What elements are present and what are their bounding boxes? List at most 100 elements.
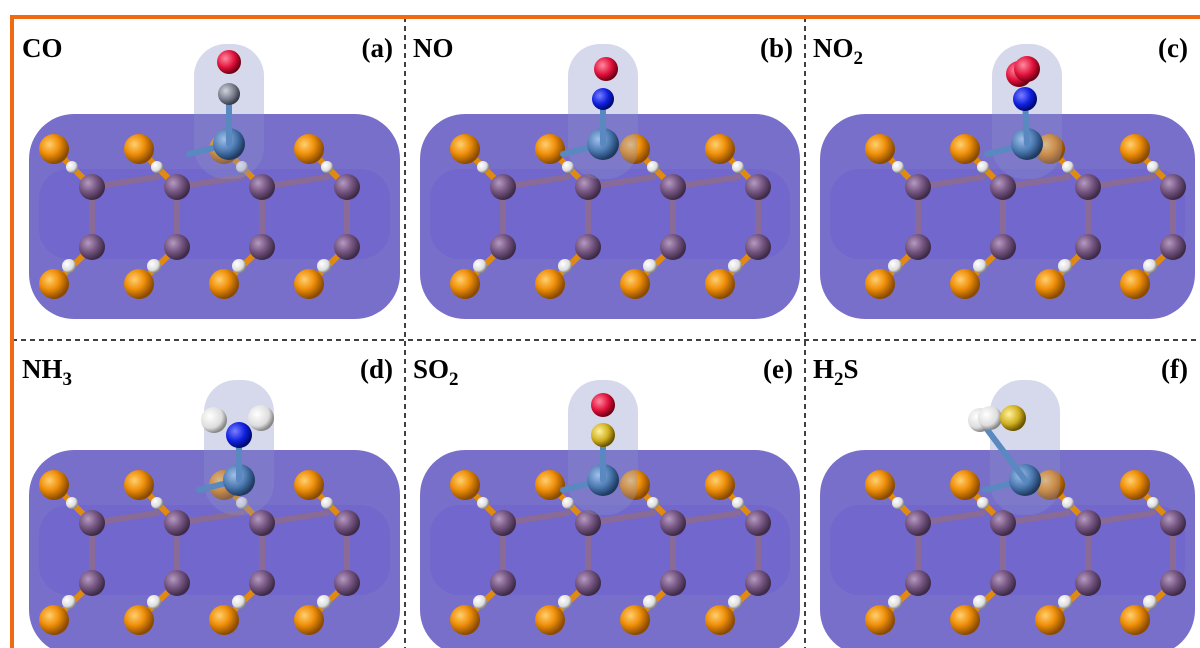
atom — [888, 595, 902, 609]
atom — [1160, 174, 1186, 200]
atom — [660, 510, 686, 536]
formula-text: CO — [22, 33, 63, 63]
atom — [660, 174, 686, 200]
panel-formula: NO — [413, 33, 454, 63]
atom — [334, 570, 360, 596]
atom — [575, 234, 601, 260]
structure — [420, 380, 800, 648]
atom — [473, 595, 487, 609]
formula-text: H — [813, 354, 834, 384]
atom — [232, 259, 246, 273]
atom — [62, 595, 76, 609]
atom — [1035, 269, 1065, 299]
panel-tag: (f) — [1161, 354, 1188, 384]
atom — [705, 134, 735, 164]
atom — [1075, 510, 1101, 536]
atom — [490, 174, 516, 200]
atom — [591, 423, 615, 447]
panel-tag: (b) — [760, 33, 793, 63]
structure — [820, 380, 1195, 648]
atom — [865, 605, 895, 635]
atom — [558, 259, 572, 273]
structure — [420, 44, 800, 319]
atom — [647, 161, 659, 173]
atom — [334, 234, 360, 260]
atom — [1035, 605, 1065, 635]
atom — [745, 570, 771, 596]
atom — [151, 497, 163, 509]
atom — [1147, 497, 1159, 509]
atom — [905, 234, 931, 260]
formula-subscript: 2 — [854, 48, 864, 69]
formula-text: SO — [413, 354, 449, 384]
atom — [905, 570, 931, 596]
atom — [164, 510, 190, 536]
formula-text: NO — [813, 33, 854, 63]
atom — [643, 595, 657, 609]
atom — [66, 161, 78, 173]
atom — [334, 510, 360, 536]
atom — [450, 470, 480, 500]
atom — [490, 510, 516, 536]
atom — [321, 161, 333, 173]
atom — [990, 510, 1016, 536]
atom — [745, 510, 771, 536]
atom — [592, 88, 614, 110]
structures — [29, 44, 1195, 648]
atom — [535, 134, 565, 164]
atom — [201, 407, 227, 433]
atom — [705, 470, 735, 500]
atom — [990, 234, 1016, 260]
atom — [950, 269, 980, 299]
atom — [226, 422, 252, 448]
atom — [334, 174, 360, 200]
atom — [1000, 405, 1026, 431]
structure — [820, 44, 1195, 319]
atom — [865, 470, 895, 500]
panel-formula: H2S — [813, 354, 859, 390]
atom — [950, 605, 980, 635]
atom — [450, 269, 480, 299]
formula-text: S — [844, 354, 859, 384]
atom — [892, 497, 904, 509]
atom — [1160, 234, 1186, 260]
atom — [477, 161, 489, 173]
atom — [490, 570, 516, 596]
atom — [79, 234, 105, 260]
atom — [66, 497, 78, 509]
atom — [575, 570, 601, 596]
atom — [558, 595, 572, 609]
atom — [232, 595, 246, 609]
atom — [217, 50, 241, 74]
atom — [745, 174, 771, 200]
atom — [977, 497, 989, 509]
atom — [990, 174, 1016, 200]
atom — [1058, 595, 1072, 609]
atom — [892, 161, 904, 173]
panel-tag: (a) — [362, 33, 393, 63]
atom — [124, 605, 154, 635]
atom — [39, 605, 69, 635]
atom — [209, 605, 239, 635]
atom — [321, 497, 333, 509]
atom — [1058, 259, 1072, 273]
atom — [973, 595, 987, 609]
atom — [477, 497, 489, 509]
atom — [1062, 497, 1074, 509]
atom — [294, 134, 324, 164]
atom — [1075, 234, 1101, 260]
atom — [660, 570, 686, 596]
formula-text: NH — [22, 354, 63, 384]
atom — [1120, 605, 1150, 635]
formula-subscript: 2 — [834, 369, 844, 390]
atom — [1062, 161, 1074, 173]
atom — [1014, 56, 1040, 82]
atom — [1143, 259, 1157, 273]
formula-subscript: 3 — [63, 369, 73, 390]
atom — [535, 605, 565, 635]
panel-formula: NH3 — [22, 354, 72, 390]
atom — [294, 605, 324, 635]
atom — [147, 595, 161, 609]
atom — [62, 259, 76, 273]
atom — [978, 406, 1002, 430]
